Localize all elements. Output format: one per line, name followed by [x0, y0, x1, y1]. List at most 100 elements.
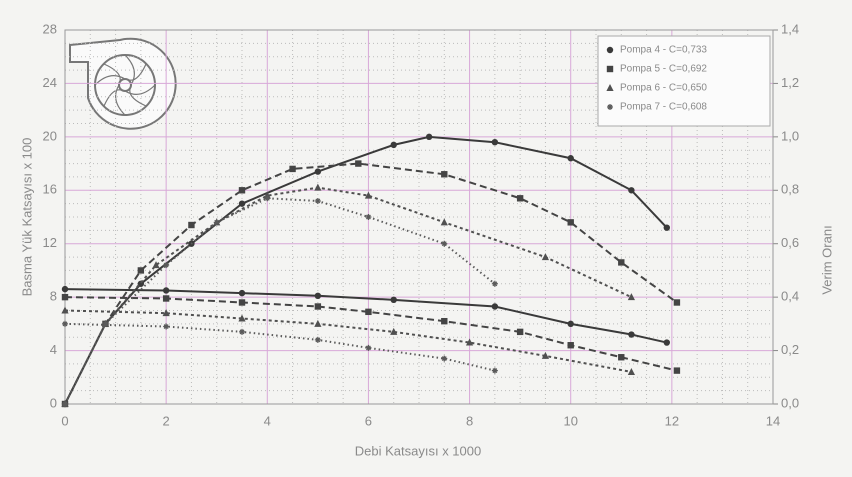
marker: [441, 171, 448, 178]
marker: [673, 367, 681, 374]
marker: [62, 320, 68, 327]
head-line-group: [61, 306, 635, 375]
marker: [541, 351, 550, 359]
marker: [567, 219, 574, 226]
efficiency-line: [64, 197, 496, 405]
x-tick-label: 0: [61, 413, 68, 428]
y-axis-label: Basma Yük Katsayısı x 100: [19, 138, 34, 297]
marker: [606, 84, 614, 91]
marker: [162, 295, 170, 302]
marker: [163, 323, 170, 330]
marker: [264, 195, 271, 202]
marker: [390, 327, 398, 335]
marker: [314, 292, 322, 300]
y2-tick-label: 0,2: [781, 342, 799, 357]
y2-tick-label: 1,2: [781, 75, 799, 90]
legend-label: Pompa 5 - C=0,692: [620, 64, 707, 75]
marker: [238, 187, 246, 194]
head-line-group: [62, 320, 498, 374]
marker: [390, 141, 397, 149]
marker: [61, 293, 69, 301]
efficiency-line: [64, 186, 632, 405]
x-tick-label: 14: [766, 413, 780, 428]
marker: [491, 367, 498, 374]
marker: [188, 221, 195, 229]
marker: [618, 354, 625, 361]
efficiency-line-group: [62, 195, 498, 407]
marker: [238, 200, 246, 207]
marker: [314, 303, 322, 310]
marker: [163, 262, 170, 269]
marker: [314, 336, 321, 343]
marker: [441, 355, 448, 362]
marker: [137, 267, 145, 274]
y-tick-label: 4: [50, 342, 57, 357]
legend: Pompa 4 - C=0,733 Pompa 5 - C=0,692 Pompa …: [597, 35, 771, 127]
marker: [663, 224, 670, 231]
marker: [607, 104, 613, 110]
marker: [365, 344, 372, 351]
x-tick-label: 2: [163, 413, 170, 428]
head-line-group: [61, 285, 670, 346]
marker: [606, 46, 614, 54]
marker: [61, 285, 69, 293]
x-axis-label: Debi Katsayısı x 1000: [355, 443, 481, 458]
marker: [314, 197, 321, 204]
marker: [627, 367, 635, 375]
y-tick-label: 0: [50, 395, 57, 410]
marker: [491, 303, 499, 310]
marker: [355, 160, 362, 167]
marker: [289, 165, 296, 173]
legend-label: Pompa 6 - C=0,650: [620, 83, 707, 94]
marker: [102, 320, 109, 327]
head-line: [64, 309, 632, 373]
marker: [628, 187, 635, 194]
marker: [516, 328, 524, 336]
y-tick-label: 12: [43, 235, 57, 250]
y-tick-label: 8: [50, 289, 57, 304]
marker: [238, 289, 246, 297]
x-tick-label: 10: [563, 413, 577, 428]
x-tick-label: 4: [264, 413, 271, 428]
marker: [364, 191, 373, 199]
marker: [441, 317, 448, 325]
marker: [628, 331, 635, 338]
head-line-group: [61, 293, 681, 374]
marker: [606, 65, 614, 73]
marker: [213, 219, 220, 226]
marker: [425, 133, 433, 141]
y2-axis-label: Verim Oranı: [819, 225, 834, 294]
legend-label: Pompa 7 - C=0,608: [620, 102, 707, 113]
marker: [567, 155, 574, 162]
legend-label: Pompa 4 - C=0,733: [620, 45, 707, 56]
marker: [365, 214, 372, 220]
x-tick-label: 12: [665, 413, 679, 428]
marker: [465, 338, 474, 346]
marker: [152, 261, 160, 269]
marker: [673, 299, 681, 306]
legend-box: [597, 35, 771, 127]
marker: [567, 342, 574, 349]
x-tick-label: 8: [466, 413, 473, 428]
x-tick-label: 6: [365, 413, 372, 428]
marker: [239, 328, 245, 335]
y2-tick-label: 0,6: [781, 235, 799, 250]
marker: [567, 320, 574, 328]
marker: [491, 139, 499, 146]
plot-frame: [64, 29, 774, 405]
head-line: [64, 296, 678, 372]
y2-tick-label: 0,4: [781, 289, 799, 304]
marker: [62, 401, 68, 407]
marker: [365, 308, 372, 316]
marker: [491, 280, 498, 287]
marker: [441, 240, 448, 247]
marker: [516, 195, 524, 202]
y-tick-label: 24: [43, 75, 57, 90]
y2-tick-label: 1,4: [781, 21, 799, 36]
y-tick-label: 28: [43, 21, 57, 36]
marker: [627, 293, 635, 301]
marker: [314, 168, 322, 175]
marker: [162, 309, 170, 317]
